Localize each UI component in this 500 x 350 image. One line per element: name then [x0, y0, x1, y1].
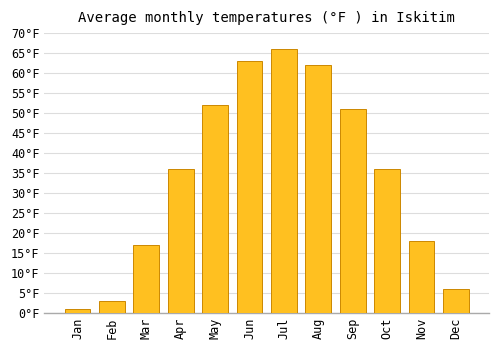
Bar	[134, 245, 159, 313]
Bar	[340, 109, 365, 313]
Bar	[408, 241, 434, 313]
Bar	[99, 301, 125, 313]
Bar	[271, 49, 297, 313]
Bar	[306, 65, 331, 313]
Bar	[168, 169, 194, 313]
Bar	[202, 105, 228, 313]
Bar	[374, 169, 400, 313]
Bar	[443, 289, 468, 313]
Title: Average monthly temperatures (°F ) in Iskitim: Average monthly temperatures (°F ) in Is…	[78, 11, 455, 25]
Bar	[236, 61, 262, 313]
Bar	[64, 309, 90, 313]
